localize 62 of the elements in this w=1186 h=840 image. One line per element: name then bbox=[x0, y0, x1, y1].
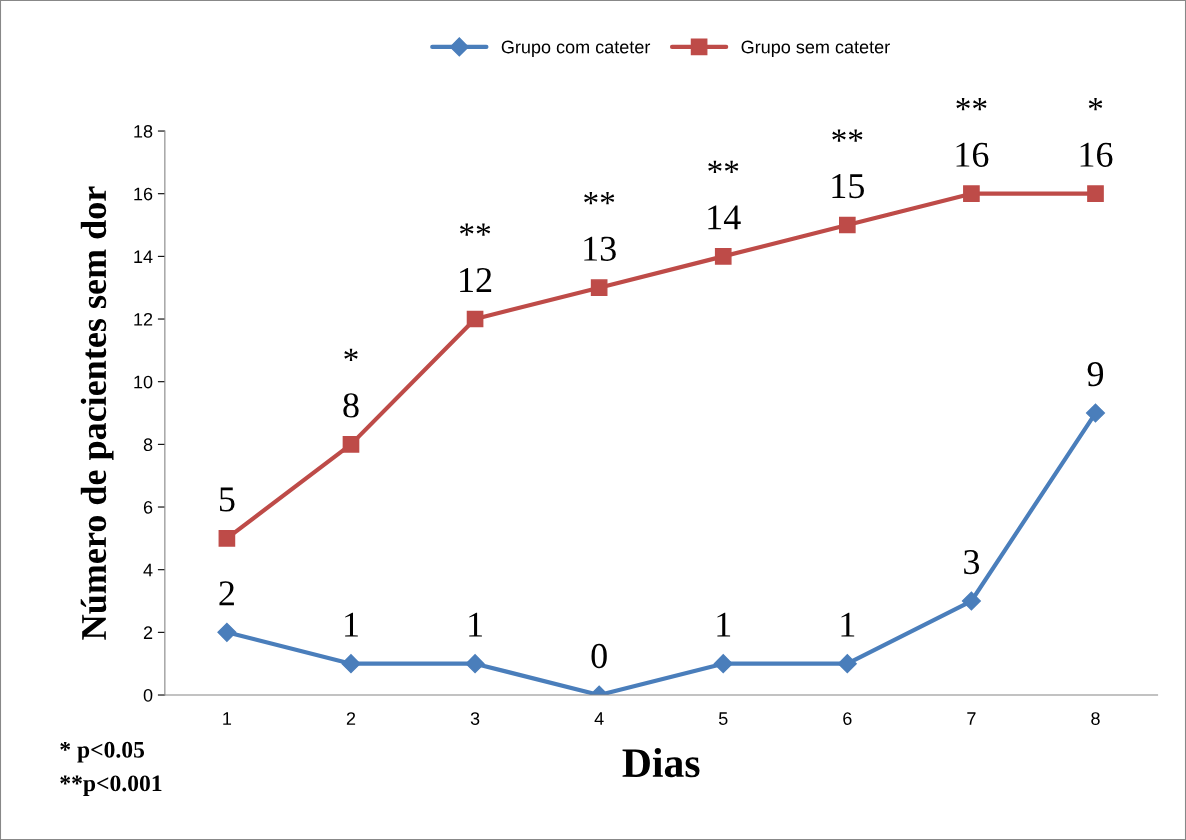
point bbox=[342, 436, 360, 453]
y-tick-label: 0 bbox=[143, 688, 153, 702]
data-label: 0 bbox=[591, 643, 607, 669]
y-axis-title: Número de pacientes sem dor bbox=[80, 186, 114, 640]
point bbox=[713, 654, 733, 674]
x-tick-label: 5 bbox=[718, 712, 728, 725]
data-label: 12 bbox=[460, 267, 492, 292]
x-tick-label: 3 bbox=[470, 712, 480, 725]
point bbox=[590, 279, 608, 297]
text: **p<0.001 bbox=[60, 775, 162, 797]
data-label: 1 bbox=[717, 612, 731, 637]
point bbox=[1087, 185, 1104, 203]
point bbox=[837, 654, 857, 674]
data-label: 16 bbox=[1080, 142, 1113, 167]
y-tick-label: 14 bbox=[134, 250, 153, 263]
annotation: * bbox=[1088, 98, 1103, 111]
x-tick-label: 4 bbox=[594, 712, 604, 725]
annotation: ** bbox=[460, 223, 491, 236]
data-label: 15 bbox=[832, 174, 864, 199]
data-label: 8 bbox=[343, 393, 359, 418]
data-label: 13 bbox=[584, 236, 616, 261]
y-tick-label: 8 bbox=[143, 438, 153, 452]
data-label: 9 bbox=[1087, 361, 1104, 387]
point bbox=[961, 591, 981, 611]
annotation: * bbox=[344, 348, 358, 361]
y-tick-label: 18 bbox=[134, 124, 153, 138]
point bbox=[1085, 403, 1106, 423]
y-tick-label: 2 bbox=[143, 626, 153, 639]
annotation: ** bbox=[956, 98, 987, 111]
x-axis-title: Dias bbox=[622, 747, 700, 778]
data-label: 14 bbox=[708, 205, 741, 230]
data-label: 5 bbox=[219, 487, 235, 512]
point bbox=[838, 216, 856, 234]
annotation: ** bbox=[584, 192, 615, 205]
data-label: 1 bbox=[345, 612, 358, 637]
data-label: 1 bbox=[841, 612, 855, 637]
x-tick-label: 8 bbox=[1091, 712, 1100, 725]
point bbox=[963, 185, 980, 203]
x-tick-label: 2 bbox=[346, 712, 356, 725]
y-tick-label: 12 bbox=[134, 312, 153, 326]
point bbox=[714, 248, 732, 265]
point bbox=[465, 654, 485, 674]
data-label: 2 bbox=[219, 581, 234, 606]
y-tick-label: 10 bbox=[134, 375, 153, 389]
point bbox=[466, 310, 484, 328]
y-tick-label: 4 bbox=[143, 563, 153, 577]
data-label: 16 bbox=[956, 142, 989, 167]
annotation: ** bbox=[708, 160, 739, 173]
point bbox=[341, 654, 361, 674]
y-tick-label: 16 bbox=[134, 187, 153, 201]
legend-label: Grupo com cateter bbox=[501, 40, 651, 57]
data-label: 1 bbox=[469, 612, 482, 637]
data-label: 3 bbox=[964, 549, 980, 575]
point bbox=[218, 530, 236, 547]
legend-label: Grupo sem cateter bbox=[741, 40, 890, 57]
x-tick-label: 7 bbox=[967, 712, 976, 725]
point bbox=[217, 622, 237, 642]
x-tick-label: 1 bbox=[223, 712, 232, 725]
y-tick-label: 6 bbox=[143, 500, 153, 514]
x-tick-label: 6 bbox=[843, 712, 852, 725]
annotation: ** bbox=[832, 129, 863, 142]
text: * p<0.05 bbox=[60, 741, 145, 763]
